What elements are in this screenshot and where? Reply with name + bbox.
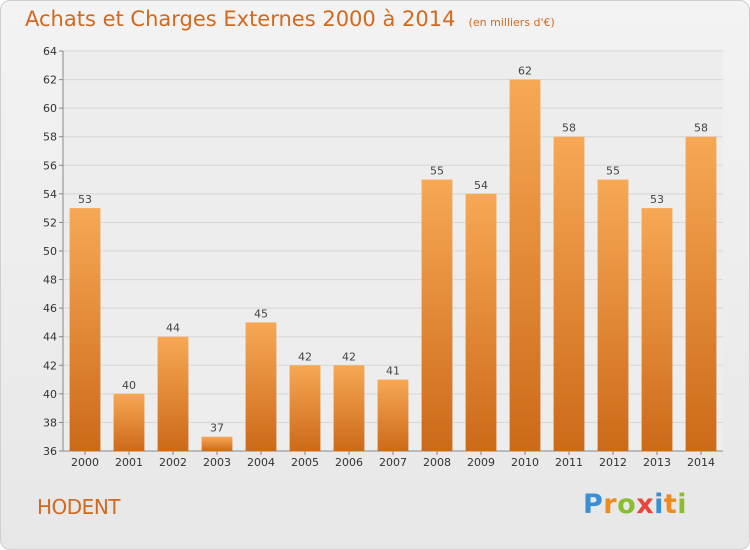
bar-value-label: 41	[386, 365, 400, 378]
y-tick-label: 44	[43, 331, 57, 344]
title-text: Achats et Charges Externes 2000 à 2014	[25, 7, 456, 31]
y-tick-label: 48	[43, 274, 57, 287]
logo-letter: t	[663, 489, 678, 520]
bar-value-label: 40	[122, 379, 136, 392]
y-tick-label: 46	[43, 302, 57, 315]
logo-letter: i	[654, 489, 664, 520]
bar	[553, 136, 585, 451]
bar	[685, 136, 717, 451]
x-tick-label: 2000	[71, 456, 99, 469]
bar-value-label: 42	[342, 350, 356, 363]
chart-title: Achats et Charges Externes 2000 à 2014 (…	[25, 7, 555, 31]
bar-value-label: 58	[694, 122, 708, 135]
y-tick-label: 62	[43, 74, 57, 87]
logo-letter: r	[603, 489, 618, 520]
x-tick-label: 2003	[203, 456, 231, 469]
y-tick-label: 58	[43, 131, 57, 144]
x-tick-label: 2014	[687, 456, 715, 469]
bar	[597, 179, 629, 452]
bar-value-label: 42	[298, 350, 312, 363]
title-unit: (en milliers d'€)	[468, 16, 555, 29]
bar	[509, 79, 541, 452]
bar-value-label: 62	[518, 65, 532, 78]
logo-letter: i	[677, 489, 688, 520]
y-tick-label: 52	[43, 216, 57, 229]
x-tick-label: 2002	[159, 456, 187, 469]
bar-value-label: 55	[606, 165, 620, 178]
logo-letter: P	[583, 489, 604, 520]
x-tick-label: 2001	[115, 456, 143, 469]
bar	[641, 208, 673, 451]
y-tick-label: 42	[43, 359, 57, 372]
x-tick-label: 2012	[599, 456, 627, 469]
bar-value-label: 45	[254, 307, 268, 320]
y-tick-label: 36	[43, 445, 57, 458]
bar	[69, 208, 101, 451]
bar-value-label: 58	[562, 122, 576, 135]
bar	[289, 365, 321, 451]
bar	[465, 193, 497, 451]
bar	[157, 336, 189, 451]
bar-value-label: 53	[650, 193, 664, 206]
bar-value-label: 53	[78, 193, 92, 206]
bar-value-label: 55	[430, 165, 444, 178]
logo-letter: o	[617, 489, 637, 520]
y-tick-label: 56	[43, 159, 57, 172]
x-tick-label: 2009	[467, 456, 495, 469]
bar	[421, 179, 453, 452]
y-tick-label: 38	[43, 416, 57, 429]
bar	[377, 379, 409, 451]
x-tick-label: 2004	[247, 456, 275, 469]
x-tick-label: 2008	[423, 456, 451, 469]
x-tick-label: 2011	[555, 456, 583, 469]
bar-value-label: 54	[474, 179, 488, 192]
bar-value-label: 37	[210, 422, 224, 435]
city-name: HODENT	[37, 495, 121, 519]
y-tick-label: 54	[43, 188, 57, 201]
x-tick-label: 2013	[643, 456, 671, 469]
logo-letter: x	[636, 489, 655, 520]
x-tick-label: 2010	[511, 456, 539, 469]
bar	[245, 322, 277, 451]
bar	[333, 365, 365, 451]
x-tick-label: 2007	[379, 456, 407, 469]
bar-value-label: 44	[166, 322, 180, 335]
x-tick-label: 2006	[335, 456, 363, 469]
y-tick-label: 50	[43, 245, 57, 258]
y-tick-label: 60	[43, 102, 57, 115]
x-tick-label: 2005	[291, 456, 319, 469]
proxiti-logo: Proxiti	[583, 489, 687, 520]
y-tick-label: 40	[43, 388, 57, 401]
bar	[113, 393, 145, 451]
y-tick-label: 64	[43, 45, 57, 58]
bar	[201, 436, 233, 451]
